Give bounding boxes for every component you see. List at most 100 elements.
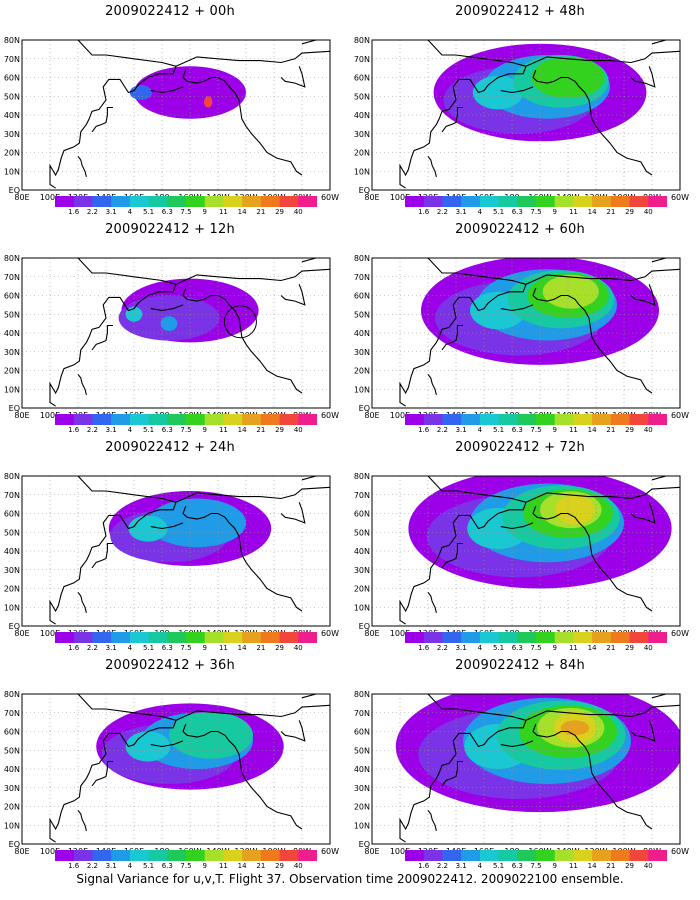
colorbar: 1.6 2.2 3.1 4 5.1 6.3 7.5 9 11 14 21 29 40 bbox=[405, 414, 667, 434]
lat-tick-label: 10N bbox=[4, 603, 20, 612]
coastline bbox=[441, 106, 463, 133]
colorbar-swatch bbox=[92, 632, 112, 643]
map-frame bbox=[21, 693, 331, 845]
coastline bbox=[525, 704, 680, 721]
coastline bbox=[49, 476, 177, 625]
lon-tick-label: 60W bbox=[671, 411, 689, 420]
map: 80N70N60N50N40N30N20N10NEQ80E100E120E140… bbox=[0, 690, 340, 860]
variance-contour bbox=[148, 498, 246, 548]
colorbar-swatch bbox=[536, 850, 556, 861]
lon-tick-label: 60W bbox=[671, 193, 689, 202]
colorbar-label: 11 bbox=[568, 644, 578, 652]
colorbar: 1.6 2.2 3.1 4 5.1 6.3 7.5 9 11 14 21 29 40 bbox=[55, 196, 317, 216]
lat-tick-label: 80N bbox=[4, 36, 20, 45]
colorbar-swatch bbox=[73, 632, 93, 643]
colorbar-swatch bbox=[167, 414, 187, 425]
lat-tick-label: 50N bbox=[354, 310, 370, 319]
colorbar-label: 14 bbox=[587, 208, 597, 216]
lon-tick-label: 100E bbox=[40, 411, 60, 420]
colorbar-swatch bbox=[298, 632, 317, 643]
colorbar-label: 5.1 bbox=[492, 426, 505, 434]
colorbar-swatch bbox=[129, 414, 150, 425]
map: 80N70N60N50N40N30N20N10NEQ80E100E120E140… bbox=[350, 472, 690, 642]
colorbar-label: 3.1 bbox=[105, 426, 117, 434]
colorbar-label: 2.2 bbox=[86, 426, 98, 434]
colorbar-swatch bbox=[610, 850, 631, 861]
colorbar-swatch bbox=[279, 196, 299, 207]
colorbar-label: 6.3 bbox=[511, 208, 523, 216]
coastline bbox=[651, 40, 680, 45]
colorbar-label: 21 bbox=[256, 208, 266, 216]
lat-tick-label: 20N bbox=[354, 149, 370, 158]
colorbar-swatch bbox=[111, 196, 131, 207]
colorbar-label: 4 bbox=[477, 862, 483, 870]
colorbar-label: 29 bbox=[625, 426, 635, 434]
colorbar-label: 21 bbox=[606, 644, 616, 652]
coastline bbox=[500, 740, 534, 748]
colorbar-swatch bbox=[536, 414, 556, 425]
lat-tick-label: 30N bbox=[4, 566, 20, 575]
lat-tick-label: 10N bbox=[354, 385, 370, 394]
coastline bbox=[525, 486, 680, 503]
lat-tick-label: 50N bbox=[354, 746, 370, 755]
colorbar-label: 29 bbox=[625, 862, 635, 870]
colorbar-swatch bbox=[73, 414, 93, 425]
coastline bbox=[301, 476, 330, 481]
variance-contour bbox=[128, 515, 168, 542]
colorbar-label: 29 bbox=[625, 208, 635, 216]
colorbar-label: 1.6 bbox=[418, 426, 430, 434]
colorbar-label: 5.1 bbox=[142, 426, 155, 434]
colorbar-swatch bbox=[167, 632, 187, 643]
coastline bbox=[175, 50, 330, 67]
colorbar-label: 5.1 bbox=[142, 208, 155, 216]
lat-tick-label: 20N bbox=[354, 367, 370, 376]
colorbar-label: 6.3 bbox=[161, 426, 173, 434]
panel-title: 2009022412 + 72h bbox=[455, 440, 585, 455]
coastline bbox=[182, 69, 303, 176]
colorbar-swatch bbox=[186, 850, 206, 861]
colorbar-swatch bbox=[479, 632, 500, 643]
panel-24h: 2009022412 + 24h 80N 70N 60N 50N 40N 30N 20N 10… bbox=[0, 436, 340, 654]
map-svg: 80N70N60N50N40N30N20N10NEQ80E100E120E140… bbox=[4, 690, 339, 856]
map: 80N70N60N50N40N30N20N10NEQ80E100E120E140… bbox=[0, 472, 340, 642]
coastline bbox=[399, 40, 527, 189]
lat-tick-label: 20N bbox=[354, 803, 370, 812]
coastline bbox=[175, 268, 330, 285]
coastline bbox=[301, 258, 330, 263]
lon-tick-label: 100E bbox=[40, 629, 60, 638]
lat-tick-label: 10N bbox=[4, 167, 20, 176]
map-frame bbox=[21, 257, 331, 409]
colorbar-swatch bbox=[260, 632, 281, 643]
lat-tick-label: 40N bbox=[4, 765, 20, 774]
lat-tick-label: 20N bbox=[4, 585, 20, 594]
variance-contour bbox=[560, 720, 590, 736]
lat-tick-label: 70N bbox=[354, 491, 370, 500]
colorbar-swatch bbox=[498, 414, 518, 425]
colorbar-label: 3.1 bbox=[105, 862, 117, 870]
colorbar-label: 2.2 bbox=[436, 208, 448, 216]
variance-contour bbox=[555, 494, 595, 525]
lon-tick-label: 100E bbox=[390, 629, 410, 638]
lat-tick-label: 50N bbox=[4, 746, 20, 755]
variance-contour bbox=[125, 731, 171, 762]
lat-tick-label: 50N bbox=[4, 92, 20, 101]
lat-tick-label: 70N bbox=[354, 709, 370, 718]
colorbar-swatch bbox=[648, 196, 667, 207]
colorbar-label: 1.6 bbox=[418, 208, 430, 216]
colorbar-swatch bbox=[204, 196, 224, 207]
colorbar-label: 5.1 bbox=[492, 644, 505, 652]
map-svg: 80N70N60N50N40N30N20N10NEQ80E100E120E140… bbox=[4, 254, 339, 420]
coastline bbox=[91, 106, 113, 133]
colorbar-label: 40 bbox=[293, 208, 303, 216]
lat-tick-label: EQ bbox=[9, 186, 20, 195]
colorbar-label: 5.1 bbox=[142, 862, 155, 870]
coastline bbox=[182, 505, 303, 612]
lat-tick-label: 60N bbox=[4, 74, 20, 83]
panel-title: 2009022412 + 36h bbox=[105, 658, 235, 673]
colorbar: 1.6 2.2 3.1 4 5.1 6.3 7.5 9 11 14 21 29 40 bbox=[55, 414, 317, 434]
coastline bbox=[630, 66, 656, 88]
variance-contour bbox=[129, 85, 153, 100]
coastline bbox=[500, 304, 534, 312]
lat-tick-label: 10N bbox=[354, 167, 370, 176]
lat-tick-label: 10N bbox=[354, 821, 370, 830]
